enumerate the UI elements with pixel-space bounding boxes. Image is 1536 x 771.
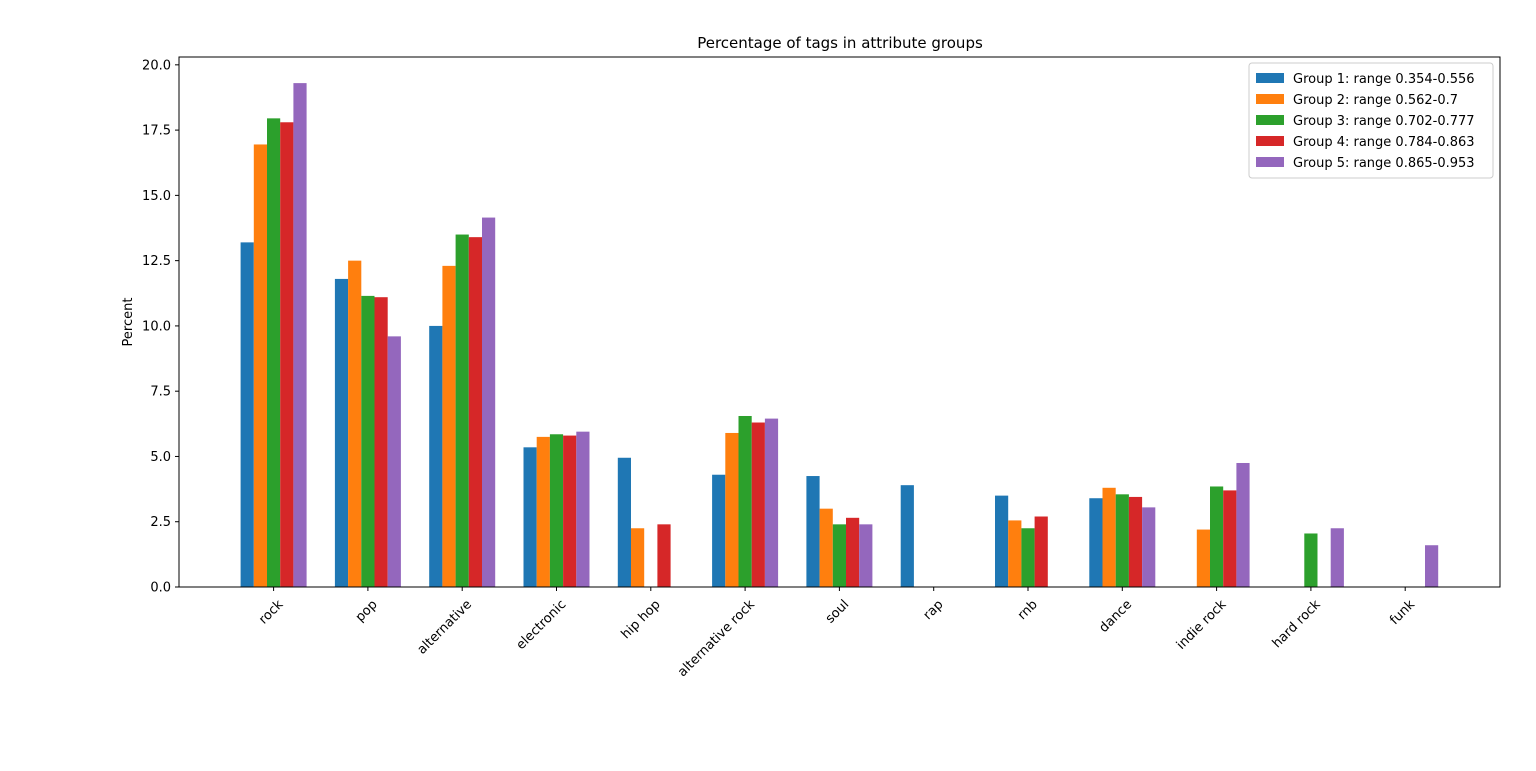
bars-layer [240, 83, 1439, 588]
y-tick-label: 17.5 [142, 124, 171, 139]
y-tick-label: 10.0 [142, 319, 171, 334]
bar-4-rock [280, 122, 294, 588]
bar-5-alternative [482, 217, 496, 587]
bar-1-rap [900, 485, 914, 587]
bar-5-electronic [576, 431, 590, 587]
x-tick-label: rap [921, 597, 947, 623]
bar-3-hard-rock [1304, 533, 1318, 587]
bar-1-soul [806, 476, 820, 587]
x-tick-label: rnb [1015, 597, 1041, 623]
y-tick-label: 15.0 [142, 189, 171, 204]
bar-4-rnb [1034, 516, 1048, 587]
bar-4-soul [846, 517, 860, 587]
legend-swatch [1256, 94, 1284, 104]
bar-5-indie-rock [1236, 462, 1250, 587]
legend-label: Group 2: range 0.562-0.7 [1293, 93, 1458, 108]
x-tick-label: alternative rock [675, 597, 758, 680]
y-tick-label: 20.0 [142, 58, 171, 73]
legend-label: Group 5: range 0.865-0.953 [1293, 156, 1475, 171]
x-tick-label: hard rock [1270, 597, 1324, 651]
x-tick-label: electronic [514, 597, 570, 653]
legend-label: Group 1: range 0.354-0.556 [1293, 72, 1475, 87]
bar-4-hip-hop [657, 524, 671, 587]
legend-label: Group 3: range 0.702-0.777 [1293, 114, 1475, 129]
bar-3-alternative [455, 234, 469, 588]
bar-4-alternative-rock [751, 422, 765, 587]
bar-2-dance [1102, 487, 1116, 587]
bar-2-rnb [1008, 520, 1022, 587]
x-tick-label: funk [1387, 597, 1418, 628]
x-tick-label: indie rock [1174, 597, 1230, 653]
x-tick-label: hip hop [619, 597, 664, 642]
bar-2-alternative [442, 265, 456, 587]
bar-2-soul [819, 508, 833, 587]
bar-3-soul [832, 524, 846, 587]
legend-swatch [1256, 115, 1284, 125]
bar-1-electronic [523, 447, 537, 587]
x-tick-label: dance [1097, 597, 1136, 636]
bar-5-soul [859, 524, 873, 587]
legend-swatch [1256, 73, 1284, 83]
legend: Group 1: range 0.354-0.556 Group 2: range… [1248, 62, 1494, 179]
bar-2-rock [253, 144, 267, 587]
bar-1-alternative-rock [712, 474, 726, 587]
x-tick-label: soul [823, 597, 852, 626]
bar-5-dance [1142, 507, 1156, 587]
x-tick-label: rock [256, 597, 287, 628]
bar-1-rock [240, 242, 254, 587]
bar-3-dance [1115, 494, 1129, 587]
bar-3-rnb [1021, 528, 1035, 587]
bar-2-pop [348, 260, 362, 587]
y-tick-label: 7.5 [150, 385, 171, 400]
bar-1-pop [334, 278, 349, 587]
bar-2-electronic [536, 436, 550, 587]
bar-3-electronic [549, 434, 564, 587]
y-tick-label: 5.0 [150, 450, 171, 465]
y-tick-label: 12.5 [142, 254, 171, 269]
bar-3-rock [267, 118, 281, 587]
x-tick-label: alternative [415, 597, 475, 657]
bar-1-alternative [429, 325, 443, 587]
legend-box [1248, 62, 1494, 179]
bar-4-pop [374, 297, 388, 587]
bar-3-pop [361, 295, 375, 587]
bar-5-hard-rock [1330, 528, 1344, 587]
bar-1-rnb [995, 495, 1009, 587]
y-tick-label: 0.0 [150, 581, 171, 596]
bar-4-dance [1128, 496, 1143, 587]
bar-2-indie-rock [1196, 529, 1210, 587]
bar-4-electronic [563, 435, 577, 587]
bar-5-pop [387, 336, 401, 587]
y-tick-label: 2.5 [150, 515, 171, 530]
bar-4-alternative [468, 237, 482, 587]
bar-5-rock [293, 83, 307, 588]
bar-3-indie-rock [1210, 486, 1224, 587]
bar-1-hip-hop [617, 457, 631, 587]
bar-1-dance [1089, 498, 1103, 587]
bar-3-alternative-rock [738, 415, 752, 587]
bar-5-funk [1425, 545, 1439, 587]
chart-title: Percentage of tags in attribute groups [697, 34, 983, 52]
bar-2-hip-hop [631, 528, 645, 587]
bar-4-indie-rock [1223, 490, 1237, 587]
bar-5-alternative-rock [764, 418, 779, 587]
legend-label: Group 4: range 0.784-0.863 [1293, 135, 1475, 150]
y-axis-label: Percent [121, 298, 136, 347]
x-tick-label: pop [353, 597, 381, 625]
legend-swatch [1256, 157, 1284, 167]
legend-swatch [1256, 136, 1284, 146]
bar-2-alternative-rock [725, 432, 739, 587]
